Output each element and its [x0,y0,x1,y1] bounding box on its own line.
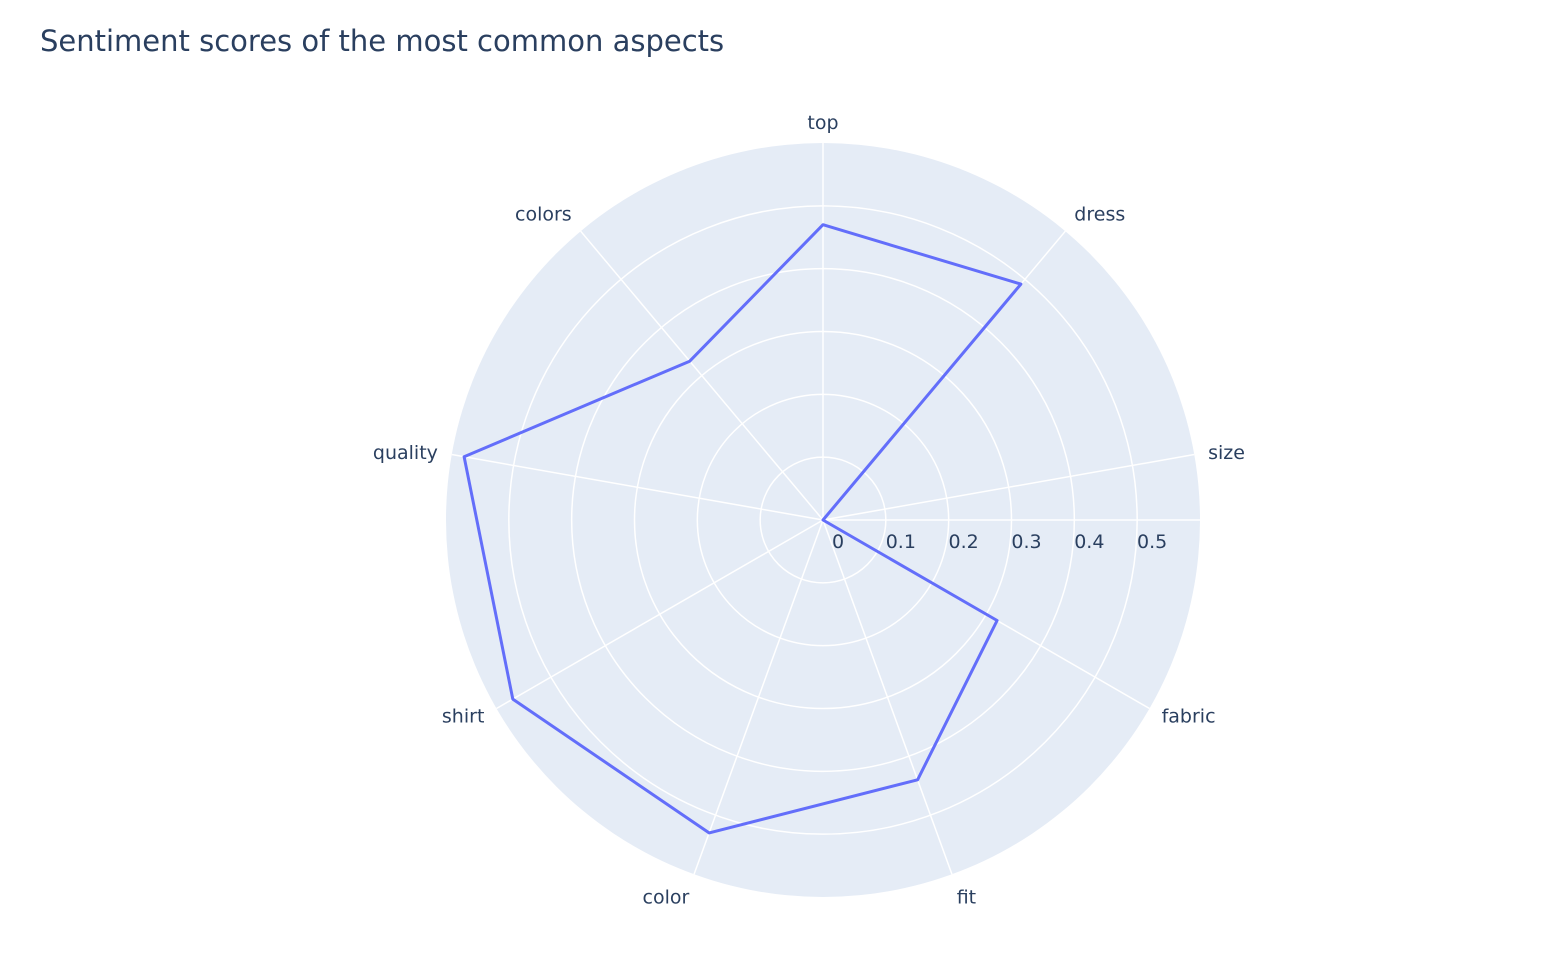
series-line [462,223,1023,835]
angular-label-color: color [643,886,690,908]
angular-label-colors: colors [515,204,572,226]
grid-spoke [822,453,1195,521]
grid-spoke [822,519,953,875]
angular-label-quality: quality [373,442,438,464]
grid-spoke [496,519,824,710]
angular-label-dress: dress [1074,204,1125,226]
radial-tick-label: 0 [832,531,844,553]
angular-label-shirt: shirt [442,706,484,728]
angular-axis-labels: top dress size fabric fit color shirt quality co… [373,112,1245,908]
grid-spoke [451,453,824,521]
grid-spoke [580,230,824,521]
radial-tick-label: 0.2 [949,531,979,553]
angular-label-top: top [807,112,838,134]
radial-tick-label: 0.5 [1137,531,1167,553]
radial-tick-label: 0.3 [1011,531,1041,553]
radial-axis-ticks: 0 0.1 0.2 0.3 0.4 0.5 [832,531,1167,553]
grid-spoke [693,519,824,875]
radial-tick-label: 0.4 [1074,531,1104,553]
radial-tick-label: 0.1 [886,531,916,553]
angular-label-fabric: fabric [1162,706,1216,728]
chart-title: Sentiment scores of the most common aspe… [40,24,725,58]
angular-label-fit: fit [957,886,976,908]
angular-label-size: size [1208,442,1245,464]
